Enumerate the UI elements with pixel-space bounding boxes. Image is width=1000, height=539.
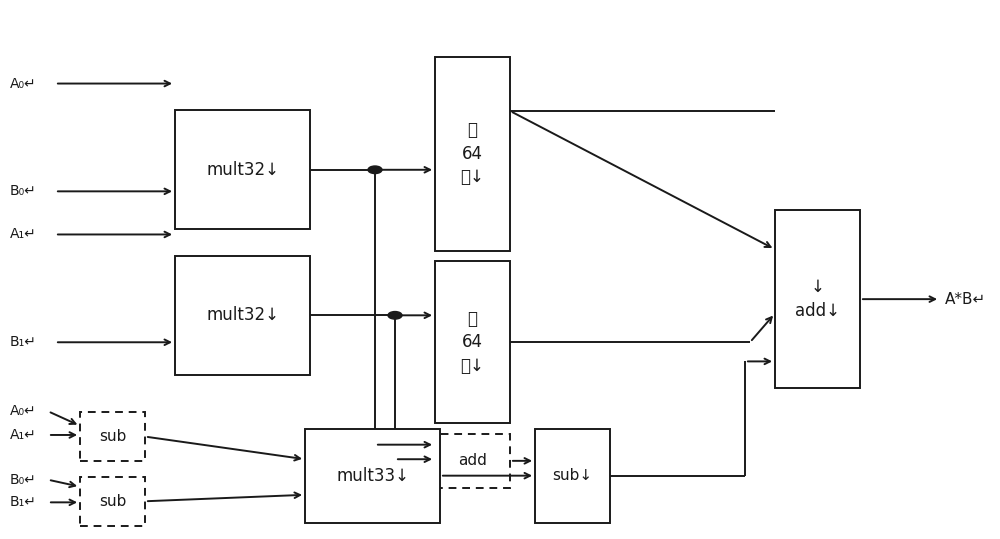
Text: mult32↓: mult32↓ (206, 306, 279, 324)
Text: A₁↵: A₁↵ (10, 227, 37, 241)
Circle shape (388, 312, 402, 319)
Text: A*B↵: A*B↵ (945, 292, 986, 307)
Bar (775, 210, 860, 388)
Text: A₀↵: A₀↵ (10, 404, 37, 418)
Bar (435, 261, 510, 423)
Bar (175, 110, 310, 229)
Bar (80, 412, 145, 461)
Bar (305, 429, 440, 523)
Text: A₀↵: A₀↵ (10, 77, 37, 91)
Text: 高
64
位↓: 高 64 位↓ (461, 310, 484, 375)
Text: sub↓: sub↓ (552, 468, 593, 483)
Bar (80, 477, 145, 526)
Text: B₀↵: B₀↵ (10, 473, 37, 487)
Text: A₁↵: A₁↵ (10, 428, 37, 442)
Circle shape (368, 166, 382, 174)
Text: mult32↓: mult32↓ (206, 161, 279, 179)
Text: sub: sub (99, 429, 126, 444)
Bar (435, 57, 510, 251)
Bar (175, 256, 310, 375)
Text: sub: sub (99, 494, 126, 509)
Text: 低
64
位↓: 低 64 位↓ (461, 121, 484, 186)
Bar (435, 434, 510, 488)
Text: mult33↓: mult33↓ (336, 467, 409, 485)
Text: B₁↵: B₁↵ (10, 495, 37, 509)
Text: B₁↵: B₁↵ (10, 335, 37, 349)
Text: ↓
add↓: ↓ add↓ (795, 278, 840, 320)
Text: add: add (458, 453, 487, 468)
Text: B₀↵: B₀↵ (10, 184, 37, 198)
Bar (535, 429, 610, 523)
